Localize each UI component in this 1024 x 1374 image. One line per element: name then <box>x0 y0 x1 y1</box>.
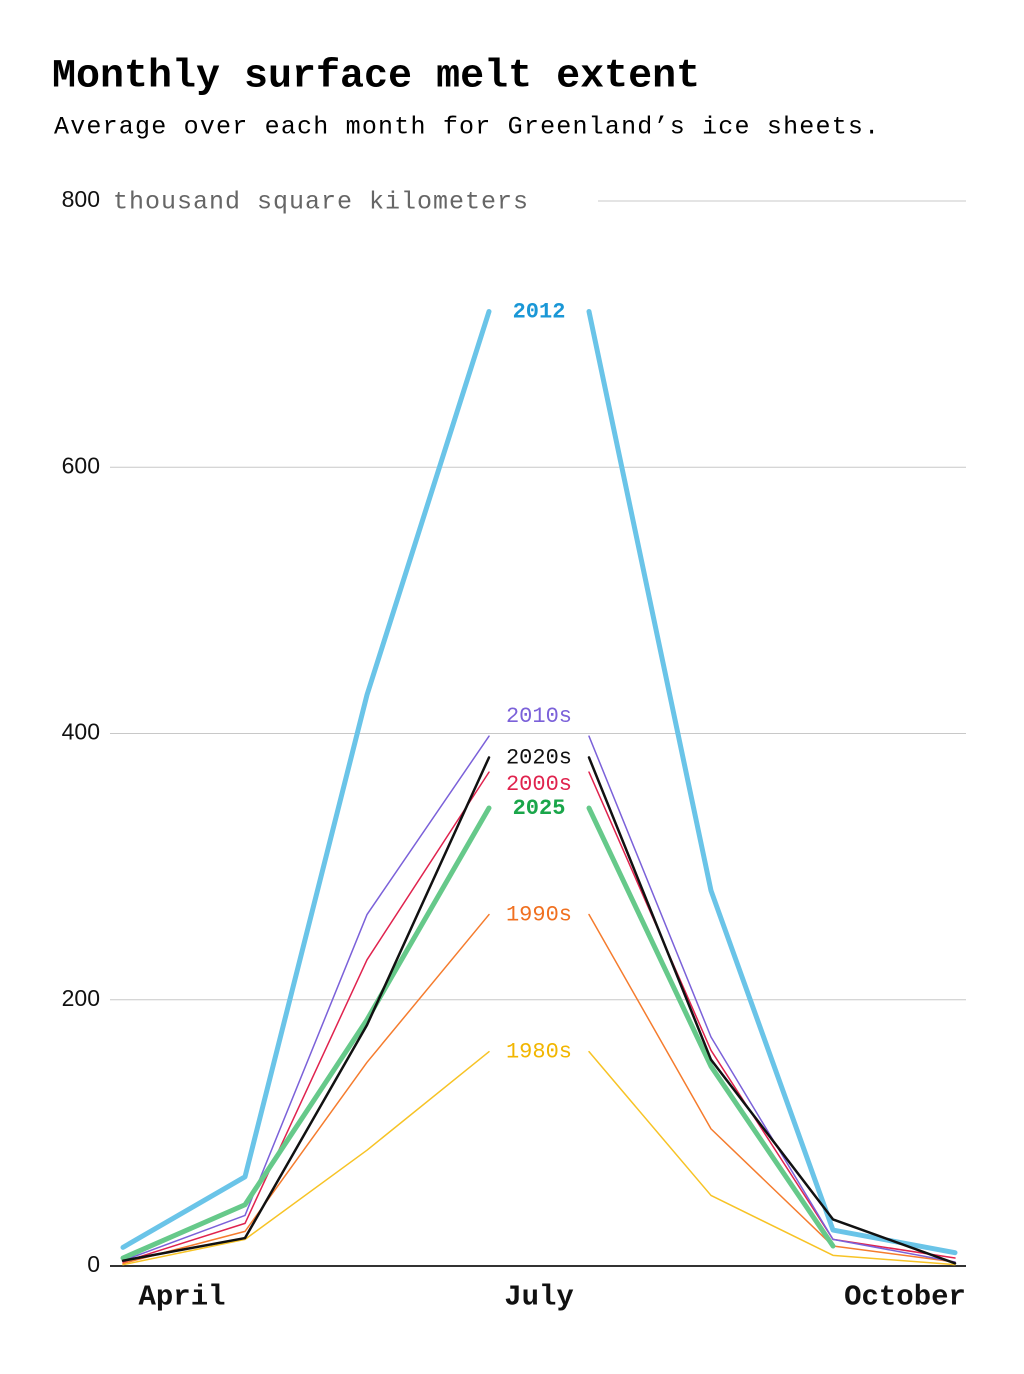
series-label: 1980s <box>506 1039 572 1064</box>
series-line <box>120 308 492 1250</box>
series-line <box>122 913 490 1265</box>
series-line <box>122 771 490 1263</box>
series-line <box>588 1050 956 1266</box>
chart-title: Monthly surface melt extent <box>52 55 700 100</box>
series-label: 2010s <box>506 704 572 729</box>
y-tick-label: 600 <box>62 452 100 478</box>
series-label: 1990s <box>506 902 572 927</box>
series-line <box>121 756 491 1262</box>
x-tick-label: October <box>844 1281 966 1314</box>
series-line <box>122 735 490 1262</box>
series-line <box>586 805 836 1249</box>
series-line <box>122 1050 490 1266</box>
y-tick-label: 800 <box>62 186 100 212</box>
series-label: 2012 <box>513 299 566 324</box>
x-tick-label: April <box>138 1281 225 1314</box>
series-line <box>587 756 957 1265</box>
series-label: 2000s <box>506 772 572 797</box>
y-tick-label: 200 <box>62 985 100 1011</box>
chart-subtitle: Average over each month for Greenland’s … <box>54 113 880 142</box>
series-label: 2025 <box>513 796 566 821</box>
series-line <box>588 771 956 1259</box>
series-line <box>588 913 956 1263</box>
series-label: 2020s <box>506 745 572 770</box>
y-tick-label: 0 <box>87 1251 100 1277</box>
series-line <box>120 805 492 1261</box>
series-line <box>586 308 958 1256</box>
y-axis-label: thousand square kilometers <box>113 188 529 217</box>
series-line <box>588 735 956 1263</box>
y-tick-label: 400 <box>62 719 100 745</box>
x-tick-label: July <box>504 1281 574 1314</box>
